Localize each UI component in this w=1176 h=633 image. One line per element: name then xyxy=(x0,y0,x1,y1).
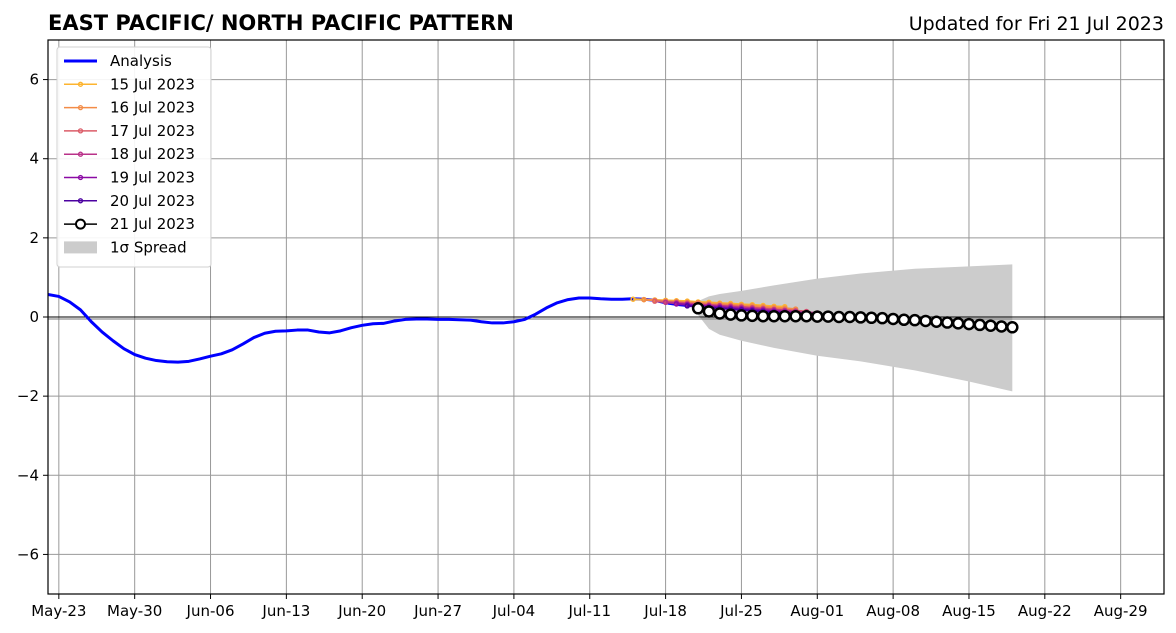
x-tick-label: Jun-13 xyxy=(261,602,310,620)
y-tick-label: −6 xyxy=(17,545,39,563)
legend-swatch-marker xyxy=(75,218,86,230)
forecast-point xyxy=(684,303,691,309)
x-tick-label: Aug-08 xyxy=(866,602,920,620)
legend-swatch-marker xyxy=(77,81,84,87)
forecast-point xyxy=(919,314,932,328)
chart-title: EAST PACIFIC/ NORTH PACIFIC PATTERN xyxy=(48,11,514,35)
forecast-point xyxy=(652,298,658,304)
legend-label: Analysis xyxy=(110,52,172,70)
forecast-point xyxy=(930,315,943,328)
forecast-point xyxy=(746,309,759,323)
y-tick-label: 6 xyxy=(29,71,39,89)
forecast-point xyxy=(778,309,792,323)
forecast-point xyxy=(662,299,669,306)
forecast-point xyxy=(641,296,647,303)
legend-box xyxy=(56,46,212,268)
forecast-point xyxy=(735,309,748,322)
x-tick-label: Jun-20 xyxy=(337,602,386,620)
plot-area: May-23 May-30 Jun-06 Jun-13 Jun-20 Jun-27 Jul-… xyxy=(17,39,1165,620)
forecast-point xyxy=(876,311,889,325)
forecast-point xyxy=(984,319,997,332)
forecast-point xyxy=(1006,321,1019,334)
x-tick-label: Jun-06 xyxy=(186,602,235,620)
forecast-point xyxy=(865,311,878,325)
x-tick-label: Jun-27 xyxy=(413,602,462,620)
x-tick-label: May-30 xyxy=(107,602,162,620)
legend-swatch-marker xyxy=(77,151,84,157)
x-tick-label: Aug-22 xyxy=(1018,602,1072,620)
forecast-point xyxy=(886,312,900,326)
x-tick-label: Jul-11 xyxy=(567,602,611,620)
x-tick-label: Aug-01 xyxy=(790,602,844,620)
forecast-point xyxy=(854,311,867,324)
forecast-point xyxy=(962,317,976,331)
forecast-point xyxy=(821,310,835,323)
legend-swatch-marker xyxy=(77,104,84,111)
x-tick-label: Jul-25 xyxy=(719,602,763,620)
legend-label: 16 Jul 2023 xyxy=(110,99,195,117)
forecast-point xyxy=(767,309,781,323)
spread-band xyxy=(698,264,1013,392)
forecast-point xyxy=(713,307,727,320)
y-tick-label: 0 xyxy=(29,308,39,326)
y-tick-label: 2 xyxy=(29,229,39,247)
legend-label: 18 Jul 2023 xyxy=(110,145,195,163)
legend-label: 20 Jul 2023 xyxy=(110,192,195,210)
forecast-point xyxy=(973,318,987,332)
data-layer xyxy=(48,264,1164,392)
forecast-point xyxy=(756,309,770,323)
forecast-point xyxy=(724,308,737,321)
legend-swatch-marker xyxy=(77,198,84,204)
x-tick-label: Jul-18 xyxy=(643,602,687,620)
legend-label: 21 Jul 2023 xyxy=(110,215,195,233)
legend: Analysis 15 Jul 2023 16 Jul 2023 17 Jul 202… xyxy=(56,46,212,268)
x-tick-label: Aug-29 xyxy=(1094,602,1148,620)
legend-label: 15 Jul 2023 xyxy=(110,75,195,93)
forecast-point xyxy=(897,313,911,327)
forecast-point xyxy=(843,310,857,324)
forecast-point xyxy=(702,305,716,318)
x-tick-label: Aug-15 xyxy=(942,602,996,620)
legend-swatch xyxy=(64,241,97,254)
x-tick-label: Jul-04 xyxy=(492,602,536,620)
forecast-point xyxy=(789,309,802,323)
legend-label: 17 Jul 2023 xyxy=(110,122,195,140)
y-tick-label: 4 xyxy=(29,150,39,168)
x-tick-label: May-23 xyxy=(31,602,86,620)
legend-label: 1σ Spread xyxy=(110,238,187,256)
axis-ticks: May-23 May-30 Jun-06 Jun-13 Jun-20 Jun-27 Jul-… xyxy=(17,71,1148,620)
forecast-point xyxy=(673,301,680,307)
forecast-point xyxy=(941,316,954,329)
y-tick-label: −4 xyxy=(17,466,39,484)
forecast-point xyxy=(995,320,1008,333)
legend-label: 19 Jul 2023 xyxy=(110,169,195,187)
forecast-point xyxy=(951,317,965,330)
forecast-series xyxy=(691,302,1019,334)
legend-swatch-marker xyxy=(77,174,84,181)
forecast-point xyxy=(630,296,636,302)
forecast-point xyxy=(811,310,824,323)
legend-swatch-marker xyxy=(77,128,84,134)
analysis-line xyxy=(48,292,688,364)
forecast-point xyxy=(832,310,846,324)
y-tick-label: −2 xyxy=(17,387,39,405)
forecast-point xyxy=(908,313,922,327)
updated-label: Updated for Fri 21 Jul 2023 xyxy=(909,13,1164,35)
forecast-point xyxy=(691,302,705,315)
forecast-point xyxy=(800,309,813,323)
